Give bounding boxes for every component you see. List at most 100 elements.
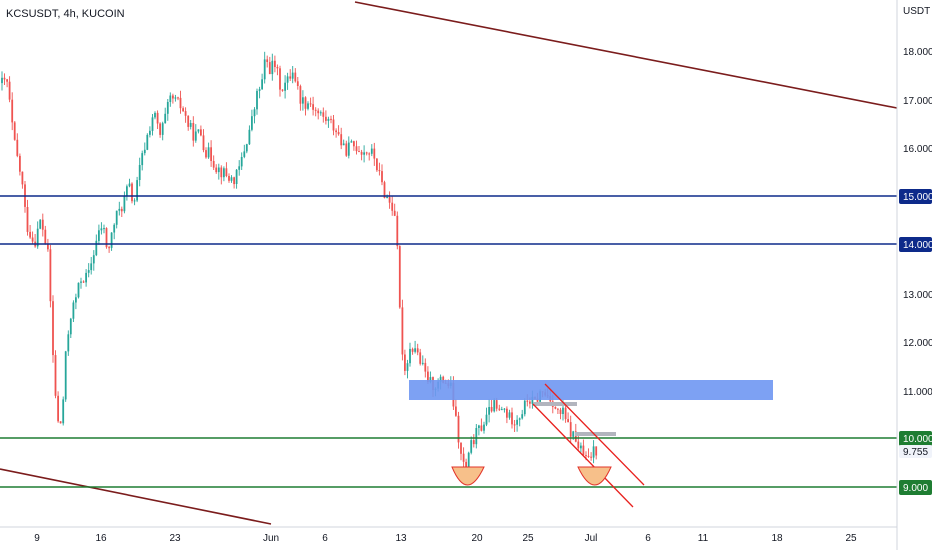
x-tick-label: 11 [698, 533, 709, 544]
candle-body [103, 228, 105, 230]
candle-body [419, 352, 422, 364]
candle-body [508, 412, 511, 418]
candle-body [238, 166, 241, 170]
candle-body [299, 86, 302, 104]
candle-body [360, 151, 363, 155]
y-tick-label: 18.000 [903, 47, 932, 58]
candle-body [80, 281, 82, 283]
candle-body [39, 219, 42, 229]
candle-body [325, 116, 327, 121]
level-badge-9-text: 9.000 [903, 483, 928, 494]
candle-body [585, 455, 587, 457]
candle-body [462, 453, 465, 462]
candle-body [44, 229, 47, 244]
candle-body [133, 200, 136, 202]
candle-body [136, 180, 138, 201]
candle-body [582, 445, 585, 456]
candle-body [284, 82, 286, 91]
candle-body [126, 186, 128, 197]
candle-body [411, 348, 414, 352]
candle-body [557, 408, 559, 410]
x-tick-labels: 9 16 23 Jun 6 13 20 25 Jul 6 11 18 25 [34, 533, 857, 544]
x-tick-label: Jun [263, 533, 279, 544]
candle-body [460, 442, 462, 454]
candle-body [391, 202, 394, 211]
candle-body [439, 376, 442, 382]
candle-body [286, 76, 289, 83]
candle-body [240, 157, 243, 167]
candle-body [330, 118, 332, 120]
candle-body [41, 219, 44, 230]
candle-body [179, 97, 182, 109]
candle-body [342, 143, 345, 146]
x-tick-label: 9 [34, 533, 40, 544]
candle-body [373, 148, 376, 159]
candle-body [536, 398, 539, 402]
candle-body [19, 155, 21, 172]
candle-body [414, 348, 416, 352]
candle-body [350, 141, 353, 143]
channel-lower-line[interactable] [532, 403, 634, 508]
candle-body [577, 441, 580, 449]
candle-body [77, 282, 80, 298]
candle-body [62, 399, 65, 424]
y-tick-labels: 18.000 17.000 16.000 13.000 12.000 11.00… [903, 47, 932, 398]
candle-body [253, 109, 256, 117]
candle-body [529, 401, 531, 404]
candle-body [69, 318, 72, 335]
candle-body [169, 95, 172, 102]
y-tick-label: 12.000 [903, 338, 932, 349]
candle-body [495, 400, 498, 409]
candle-body [159, 123, 161, 135]
lower-trend-line[interactable] [0, 468, 272, 525]
candle-body [518, 418, 521, 420]
candle-body [271, 60, 274, 75]
candle-body [161, 123, 164, 135]
candle-body [256, 90, 258, 110]
candle-body [279, 68, 281, 90]
y-tick-label: 11.000 [903, 387, 932, 398]
candle-body [427, 371, 429, 382]
candle-body [572, 431, 575, 437]
x-tick-label: 18 [771, 533, 783, 544]
candle-body [381, 171, 383, 183]
candle-body [154, 112, 156, 118]
candle-body [378, 170, 381, 172]
candle-body [146, 134, 149, 150]
candle-body [194, 131, 197, 141]
candle-body [187, 115, 190, 127]
chart-title: KCSUSDT, 4h, KUCOIN [6, 8, 125, 20]
last-price-badge [899, 445, 932, 458]
candle-body [309, 103, 312, 105]
candle-body [564, 407, 567, 420]
candle-body [404, 354, 406, 371]
candle-body [268, 62, 271, 75]
candle-body [523, 400, 526, 415]
candle-body [85, 272, 87, 283]
candle-body [233, 177, 235, 185]
candle-body [11, 99, 14, 123]
upper-trend-line[interactable] [354, 1, 898, 109]
candle-body [307, 103, 309, 109]
candle-body [151, 117, 154, 131]
candle-body [455, 406, 457, 416]
candle-body [559, 409, 562, 414]
candle-body [131, 183, 133, 202]
candle-body [480, 425, 483, 431]
x-tick-label: 25 [845, 533, 857, 544]
candle-body [521, 414, 524, 419]
candle-body [57, 395, 59, 422]
candle-body [210, 147, 212, 161]
x-tick-label: 13 [395, 533, 407, 544]
channel-upper-line[interactable] [544, 383, 645, 486]
candle-body [197, 129, 200, 132]
candle-body [26, 207, 29, 232]
candle-body [353, 141, 355, 147]
candle-body [296, 81, 299, 86]
candle-body [398, 246, 401, 308]
candle-body [595, 446, 598, 456]
last-price-text: 9.755 [903, 447, 928, 458]
candle-body [511, 412, 513, 425]
x-tick-label: 6 [645, 533, 651, 544]
